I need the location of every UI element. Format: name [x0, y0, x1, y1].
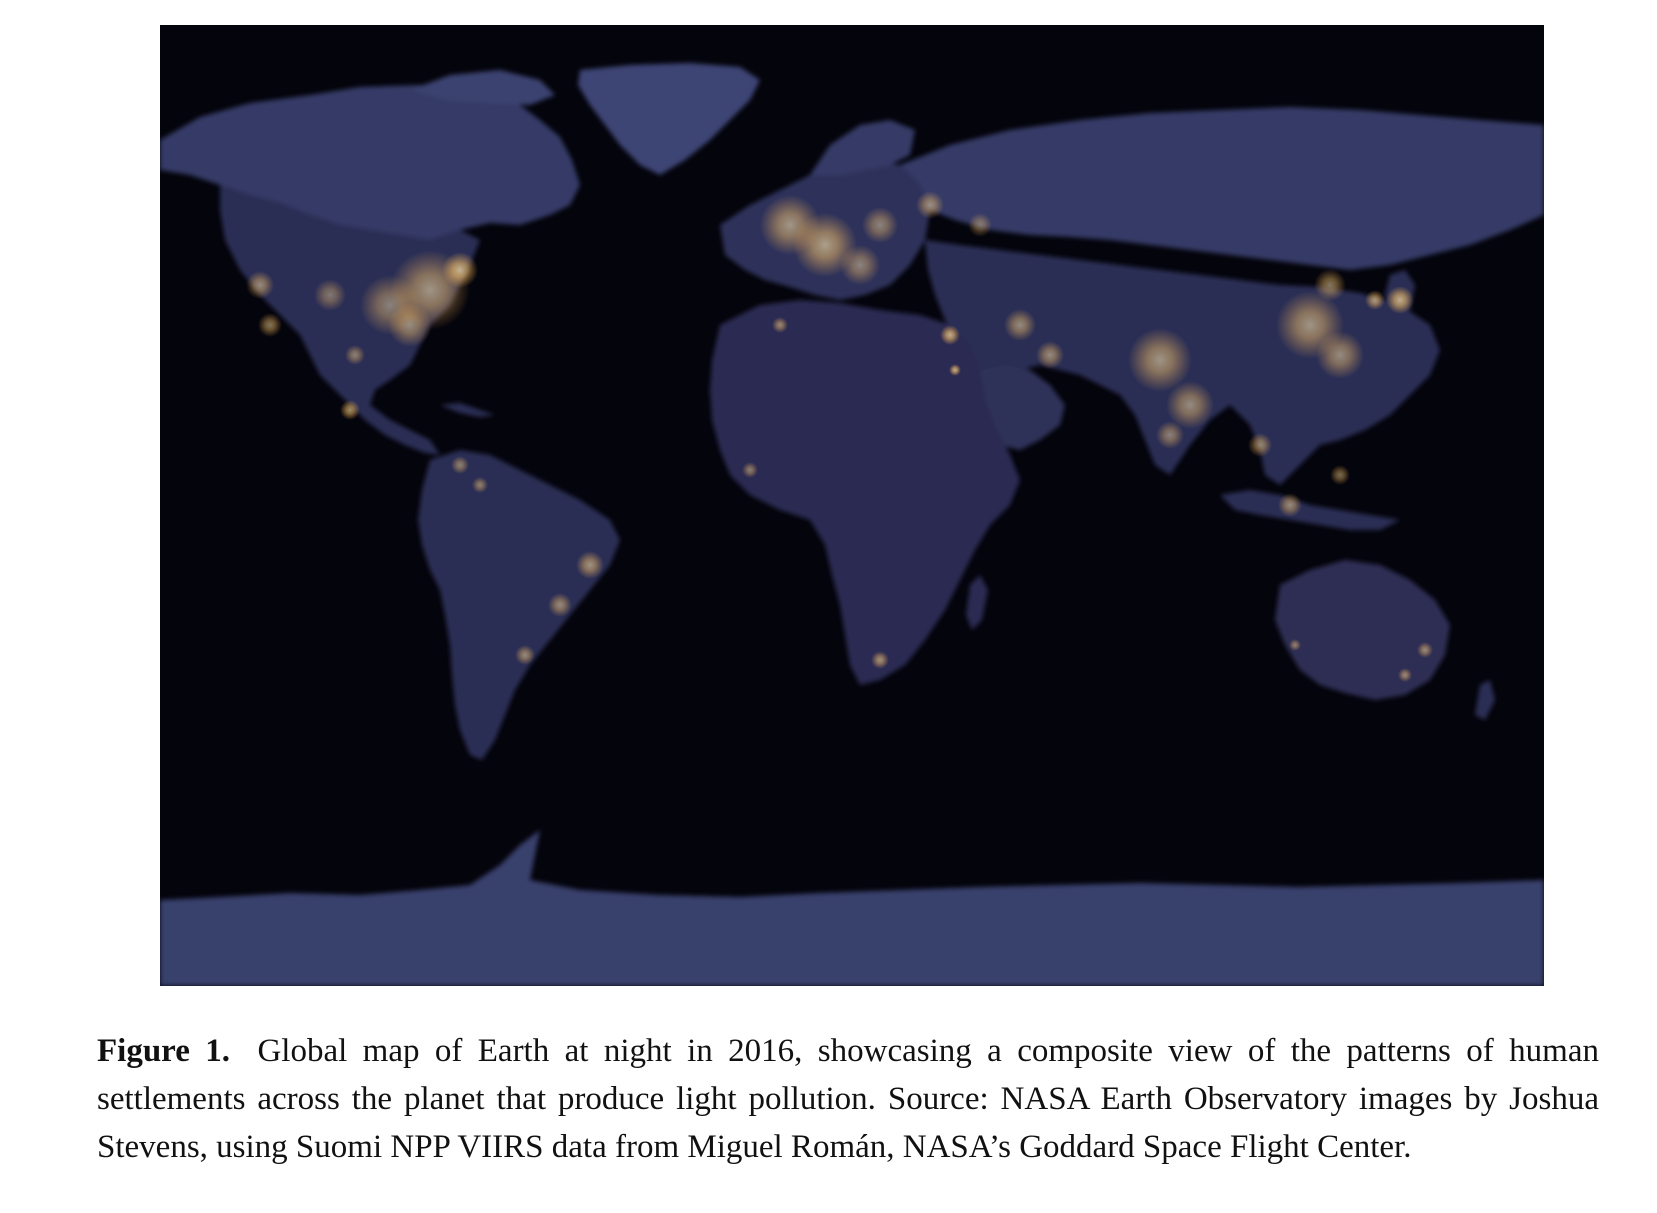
caribbean [440, 403, 495, 417]
indonesia [1220, 490, 1400, 530]
caption-label: Figure 1. [97, 1033, 231, 1069]
scandinavia [810, 120, 915, 175]
world-map-svg [160, 25, 1544, 986]
caption-text: Global map of Earth at night in 2016, sh… [97, 1033, 1599, 1165]
north-america-north [160, 85, 580, 240]
russia-siberia [900, 107, 1544, 270]
north-america-south [220, 185, 480, 455]
greenland [578, 63, 760, 175]
antarctica [160, 830, 1544, 986]
south-america [418, 450, 620, 760]
city-lights [246, 191, 1433, 682]
australia [1275, 560, 1450, 700]
madagascar [966, 575, 988, 630]
figure-caption: Figure 1. Global map of Earth at night i… [97, 1027, 1599, 1171]
arabian-peninsula [978, 365, 1065, 450]
new-zealand [1475, 680, 1495, 720]
arctic-islands [410, 70, 555, 105]
earth-at-night-map [160, 25, 1544, 986]
africa [710, 300, 1020, 685]
